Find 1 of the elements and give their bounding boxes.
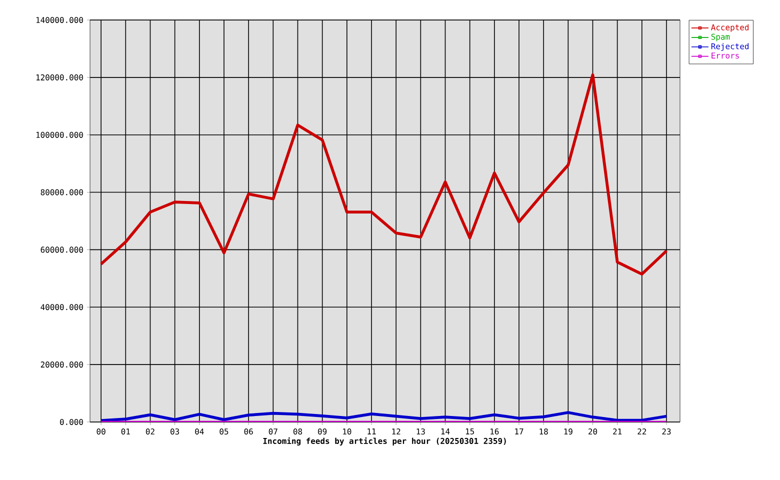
- line-series: [100, 73, 668, 276]
